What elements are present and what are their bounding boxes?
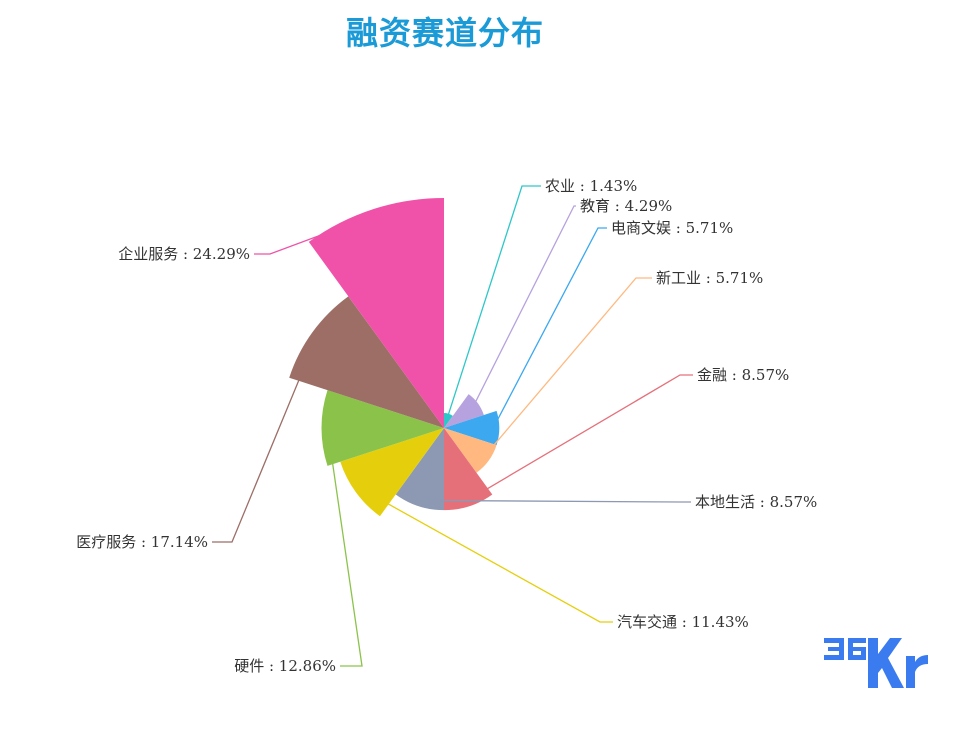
slice-label: 医疗服务 : 17.14% (76, 533, 208, 551)
slice-label: 企业服务 : 24.29% (118, 245, 250, 263)
label-leader-line (492, 227, 607, 429)
slice-label: 新工业 : 5.71% (656, 269, 763, 287)
rose-slice-农业[interactable] (444, 413, 453, 428)
slice-label: 汽车交通 : 11.43% (617, 613, 749, 631)
rose-slice-金融[interactable] (444, 428, 493, 511)
brand-logo (824, 638, 928, 688)
rose-slice-本地生活[interactable] (395, 428, 444, 511)
rose-slice-电商文娱[interactable] (444, 410, 500, 446)
label-leader-line (446, 185, 541, 419)
label-leader-line (360, 488, 613, 623)
label-leader-line (420, 499, 691, 503)
slice-label: 金融 : 8.57% (697, 366, 789, 384)
rose-slice-医疗服务[interactable] (289, 296, 444, 428)
label-leader-line (483, 277, 652, 458)
rose-slice-汽车交通[interactable] (340, 428, 444, 517)
slice-label: 农业 : 1.43% (545, 177, 637, 195)
label-leader-line (472, 205, 576, 408)
chart-title: 融资赛道分布 (345, 14, 544, 52)
slice-label: 电商文娱 : 5.71% (611, 219, 733, 237)
rose-slice-新工业[interactable] (444, 428, 497, 473)
label-leader-line (326, 427, 363, 667)
slice-label: 硬件 : 12.86% (234, 657, 336, 675)
rose-slice-教育[interactable] (444, 394, 484, 428)
slice-label: 本地生活 : 8.57% (695, 493, 817, 511)
slice-label: 教育 : 4.29% (580, 197, 672, 215)
rose-slice-企业服务[interactable] (308, 198, 444, 428)
label-leader-line (467, 374, 693, 501)
rose-slice-硬件[interactable] (321, 390, 445, 466)
label-leader-line (212, 335, 318, 543)
label-leader-line (254, 214, 376, 255)
